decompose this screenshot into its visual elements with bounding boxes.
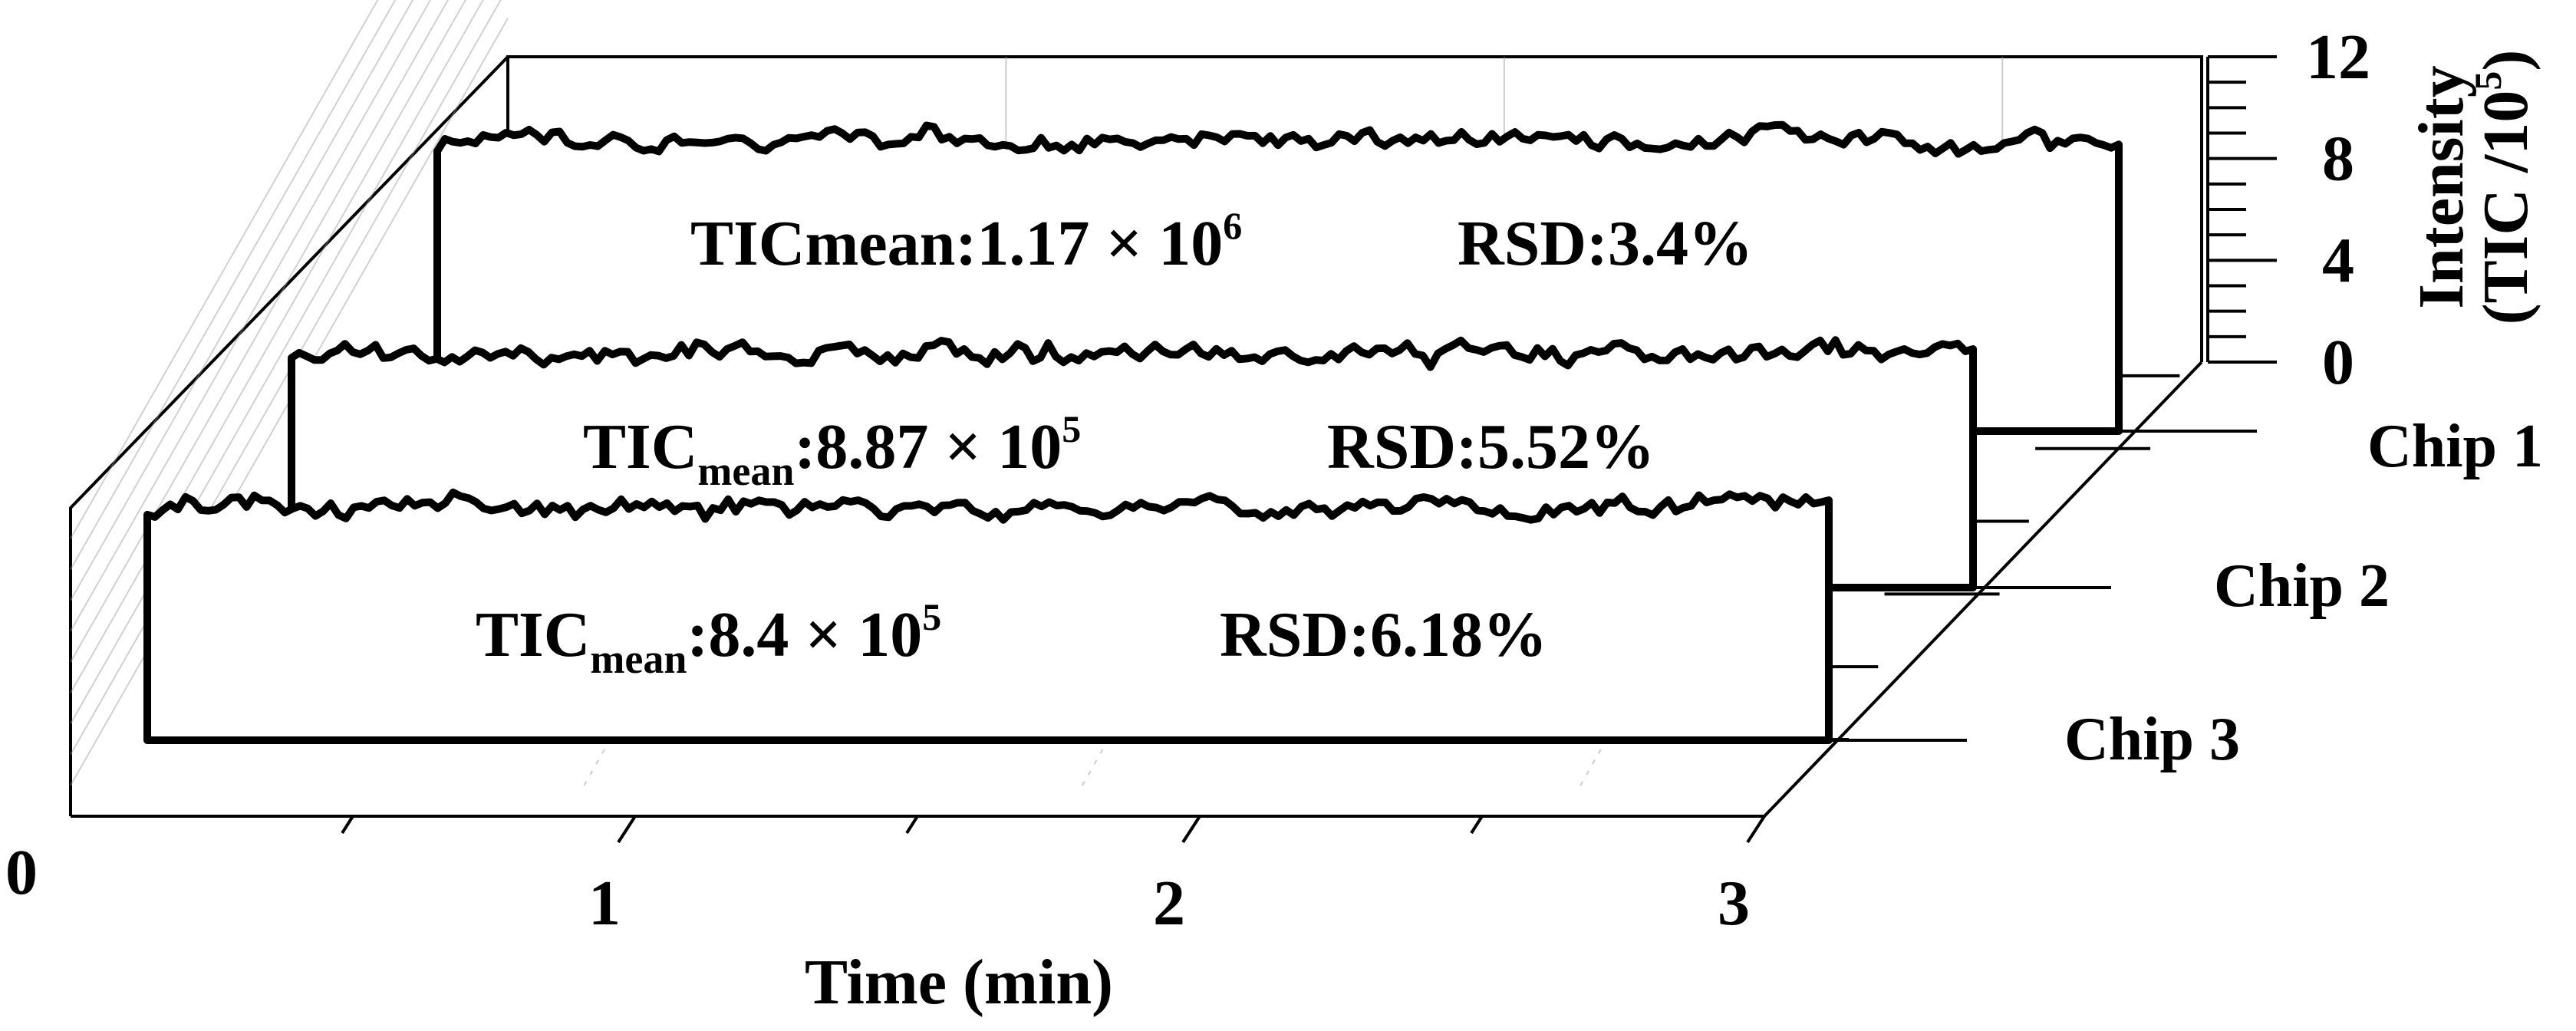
side-wall-gridline: [70, 0, 414, 601]
x-tick-label: 2: [1153, 868, 1185, 939]
side-wall-gridline: [70, 0, 432, 632]
mean-label-prefix: TICmean:1.17 × 10: [690, 208, 1223, 279]
mean-label-exponent: 5: [1062, 407, 1081, 450]
x-tick-minor: [1470, 815, 1484, 835]
z-axis-title-line2: (TIC /105): [2466, 50, 2541, 325]
series-ribbon: [143, 488, 1833, 744]
x-tick-major: [617, 815, 637, 844]
mean-label-subscript: mean: [590, 636, 687, 682]
z-axis-title-exp: 5: [2466, 71, 2509, 91]
x-tick-label: 1: [588, 868, 621, 939]
z-axis-title-line1: Intensity: [2406, 65, 2477, 308]
x-tick-major: [1746, 815, 1766, 844]
axis-labels: Time (min) Intensity (TIC /105): [805, 50, 2541, 1018]
series-3: TICmean:8.4 × 105 RSD:6.18%: [143, 488, 1967, 744]
mean-label-body: :8.87 × 10: [794, 411, 1062, 483]
mean-label-exponent: 6: [1223, 204, 1242, 247]
mean-label-subscript: mean: [697, 448, 794, 494]
series-mean-label: TICmean:1.17 × 106: [690, 204, 1242, 279]
z-axis-title-tail: ): [2470, 50, 2541, 71]
x-tick-label: 3: [1718, 868, 1750, 939]
mean-label-prefix: TIC: [476, 599, 590, 670]
series-rsd-label: RSD:6.18%: [1220, 599, 1547, 670]
x-tick-minor: [905, 815, 919, 835]
series-mean-label: TICmean:8.4 × 105: [476, 595, 941, 682]
z-axis-title-base: (TIC /10: [2470, 91, 2541, 325]
x-tick-minor: [341, 815, 354, 835]
series-ribbons: TICmean:1.17 × 106 RSD:3.4%TICmean:8.87 ×…: [143, 120, 2257, 744]
mean-label-exponent: 5: [922, 595, 941, 638]
series-name-label: Chip 3: [2064, 706, 2240, 773]
x-axis-title: Time (min): [805, 947, 1113, 1018]
x-tick-label: 0: [5, 837, 38, 908]
series-name-label: Chip 2: [2214, 552, 2390, 620]
mean-label-body: :8.4 × 10: [687, 599, 922, 670]
side-wall: [69, 55, 509, 816]
z-axis-title: Intensity (TIC /105): [2406, 50, 2541, 325]
series-mean-label: TICmean:8.87 × 105: [583, 407, 1081, 494]
series-name-label: Chip 1: [2367, 413, 2543, 480]
x-tick-major: [1181, 815, 1201, 844]
series-rsd-label: RSD:5.52%: [1327, 411, 1655, 483]
z-tick-label: 8: [2322, 124, 2354, 195]
z-tick-label: 0: [2322, 327, 2354, 398]
z-tick-label: 4: [2322, 225, 2354, 296]
mean-label-prefix: TIC: [583, 411, 697, 483]
side-wall-gridline: [70, 0, 397, 570]
z-tick-label: 12: [2306, 21, 2370, 93]
series-rsd-label: RSD:3.4%: [1458, 208, 1753, 279]
side-wall-gridline: [70, 0, 379, 539]
